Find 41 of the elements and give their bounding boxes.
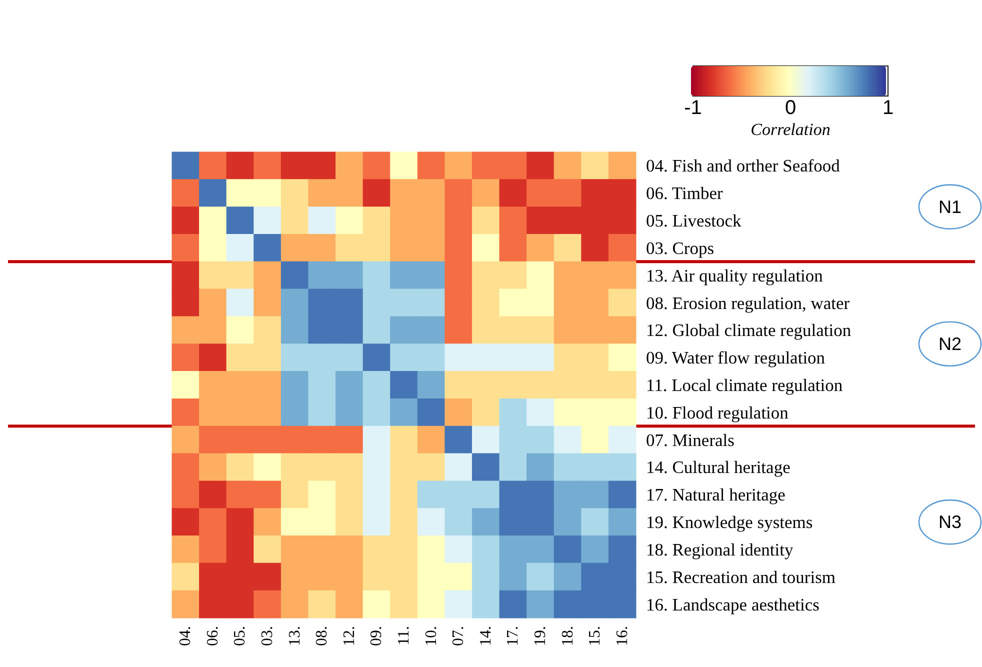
- y-tick-label: 04. Fish and orther Seafood: [646, 156, 840, 176]
- x-tick-label: 13.: [286, 626, 304, 646]
- y-tick-label: 15. Recreation and tourism: [646, 566, 836, 587]
- y-tick-label: 06. Timber: [646, 183, 723, 204]
- y-tick-label: 05. Livestock: [646, 210, 742, 231]
- x-tick-label: 08.: [314, 626, 331, 646]
- x-tick-label: 04.: [177, 626, 194, 646]
- x-tick-label: 03.: [259, 626, 276, 646]
- x-tick-label: 15.: [586, 626, 604, 646]
- color-bar-label: 0: [784, 97, 796, 119]
- x-tick-label: 19.: [532, 626, 549, 646]
- color-bar-label: -1: [684, 97, 702, 119]
- x-tick-label: 06.: [204, 626, 222, 646]
- y-tick-label: 14. Cultural heritage: [646, 457, 791, 478]
- y-tick-label: 12. Global climate regulation: [646, 320, 852, 340]
- x-tick-label: 17.: [504, 626, 522, 646]
- color-bar-label: 1: [882, 97, 894, 119]
- text: N1: [938, 196, 962, 217]
- y-tick-label: 18. Regional identity: [646, 539, 794, 560]
- y-tick-label: 10. Flood regulation: [646, 402, 789, 422]
- y-tick-label: 16. Landscape aesthetics: [646, 594, 820, 614]
- y-tick-label: 08. Erosion regulation, water: [646, 292, 850, 313]
- y-tick-label: 17. Natural heritage: [646, 484, 786, 505]
- y-tick-label: 19. Knowledge systems: [646, 512, 813, 532]
- text: N3: [938, 512, 962, 532]
- x-tick-label: 07.: [450, 626, 468, 646]
- x-tick-label: 12.: [340, 626, 358, 646]
- x-tick-label: 14.: [477, 626, 494, 646]
- y-tick-label: 07. Minerals: [646, 430, 735, 450]
- x-tick-label: 09.: [368, 626, 386, 646]
- y-tick-label: 11. Local climate regulation: [646, 375, 843, 395]
- x-tick-label: 16.: [614, 626, 631, 646]
- text: N2: [938, 334, 962, 354]
- y-tick-label: 13. Air quality regulation: [646, 265, 824, 286]
- x-tick-label: 10.: [422, 626, 440, 646]
- x-tick-label: 11.: [396, 626, 412, 646]
- x-tick-label: 18.: [559, 626, 576, 646]
- y-tick-label: 03. Crops: [646, 238, 714, 258]
- x-tick-label: 05.: [232, 626, 249, 646]
- color-bar-title: Correlation: [750, 120, 830, 139]
- y-tick-label: 09. Water flow regulation: [646, 348, 826, 368]
